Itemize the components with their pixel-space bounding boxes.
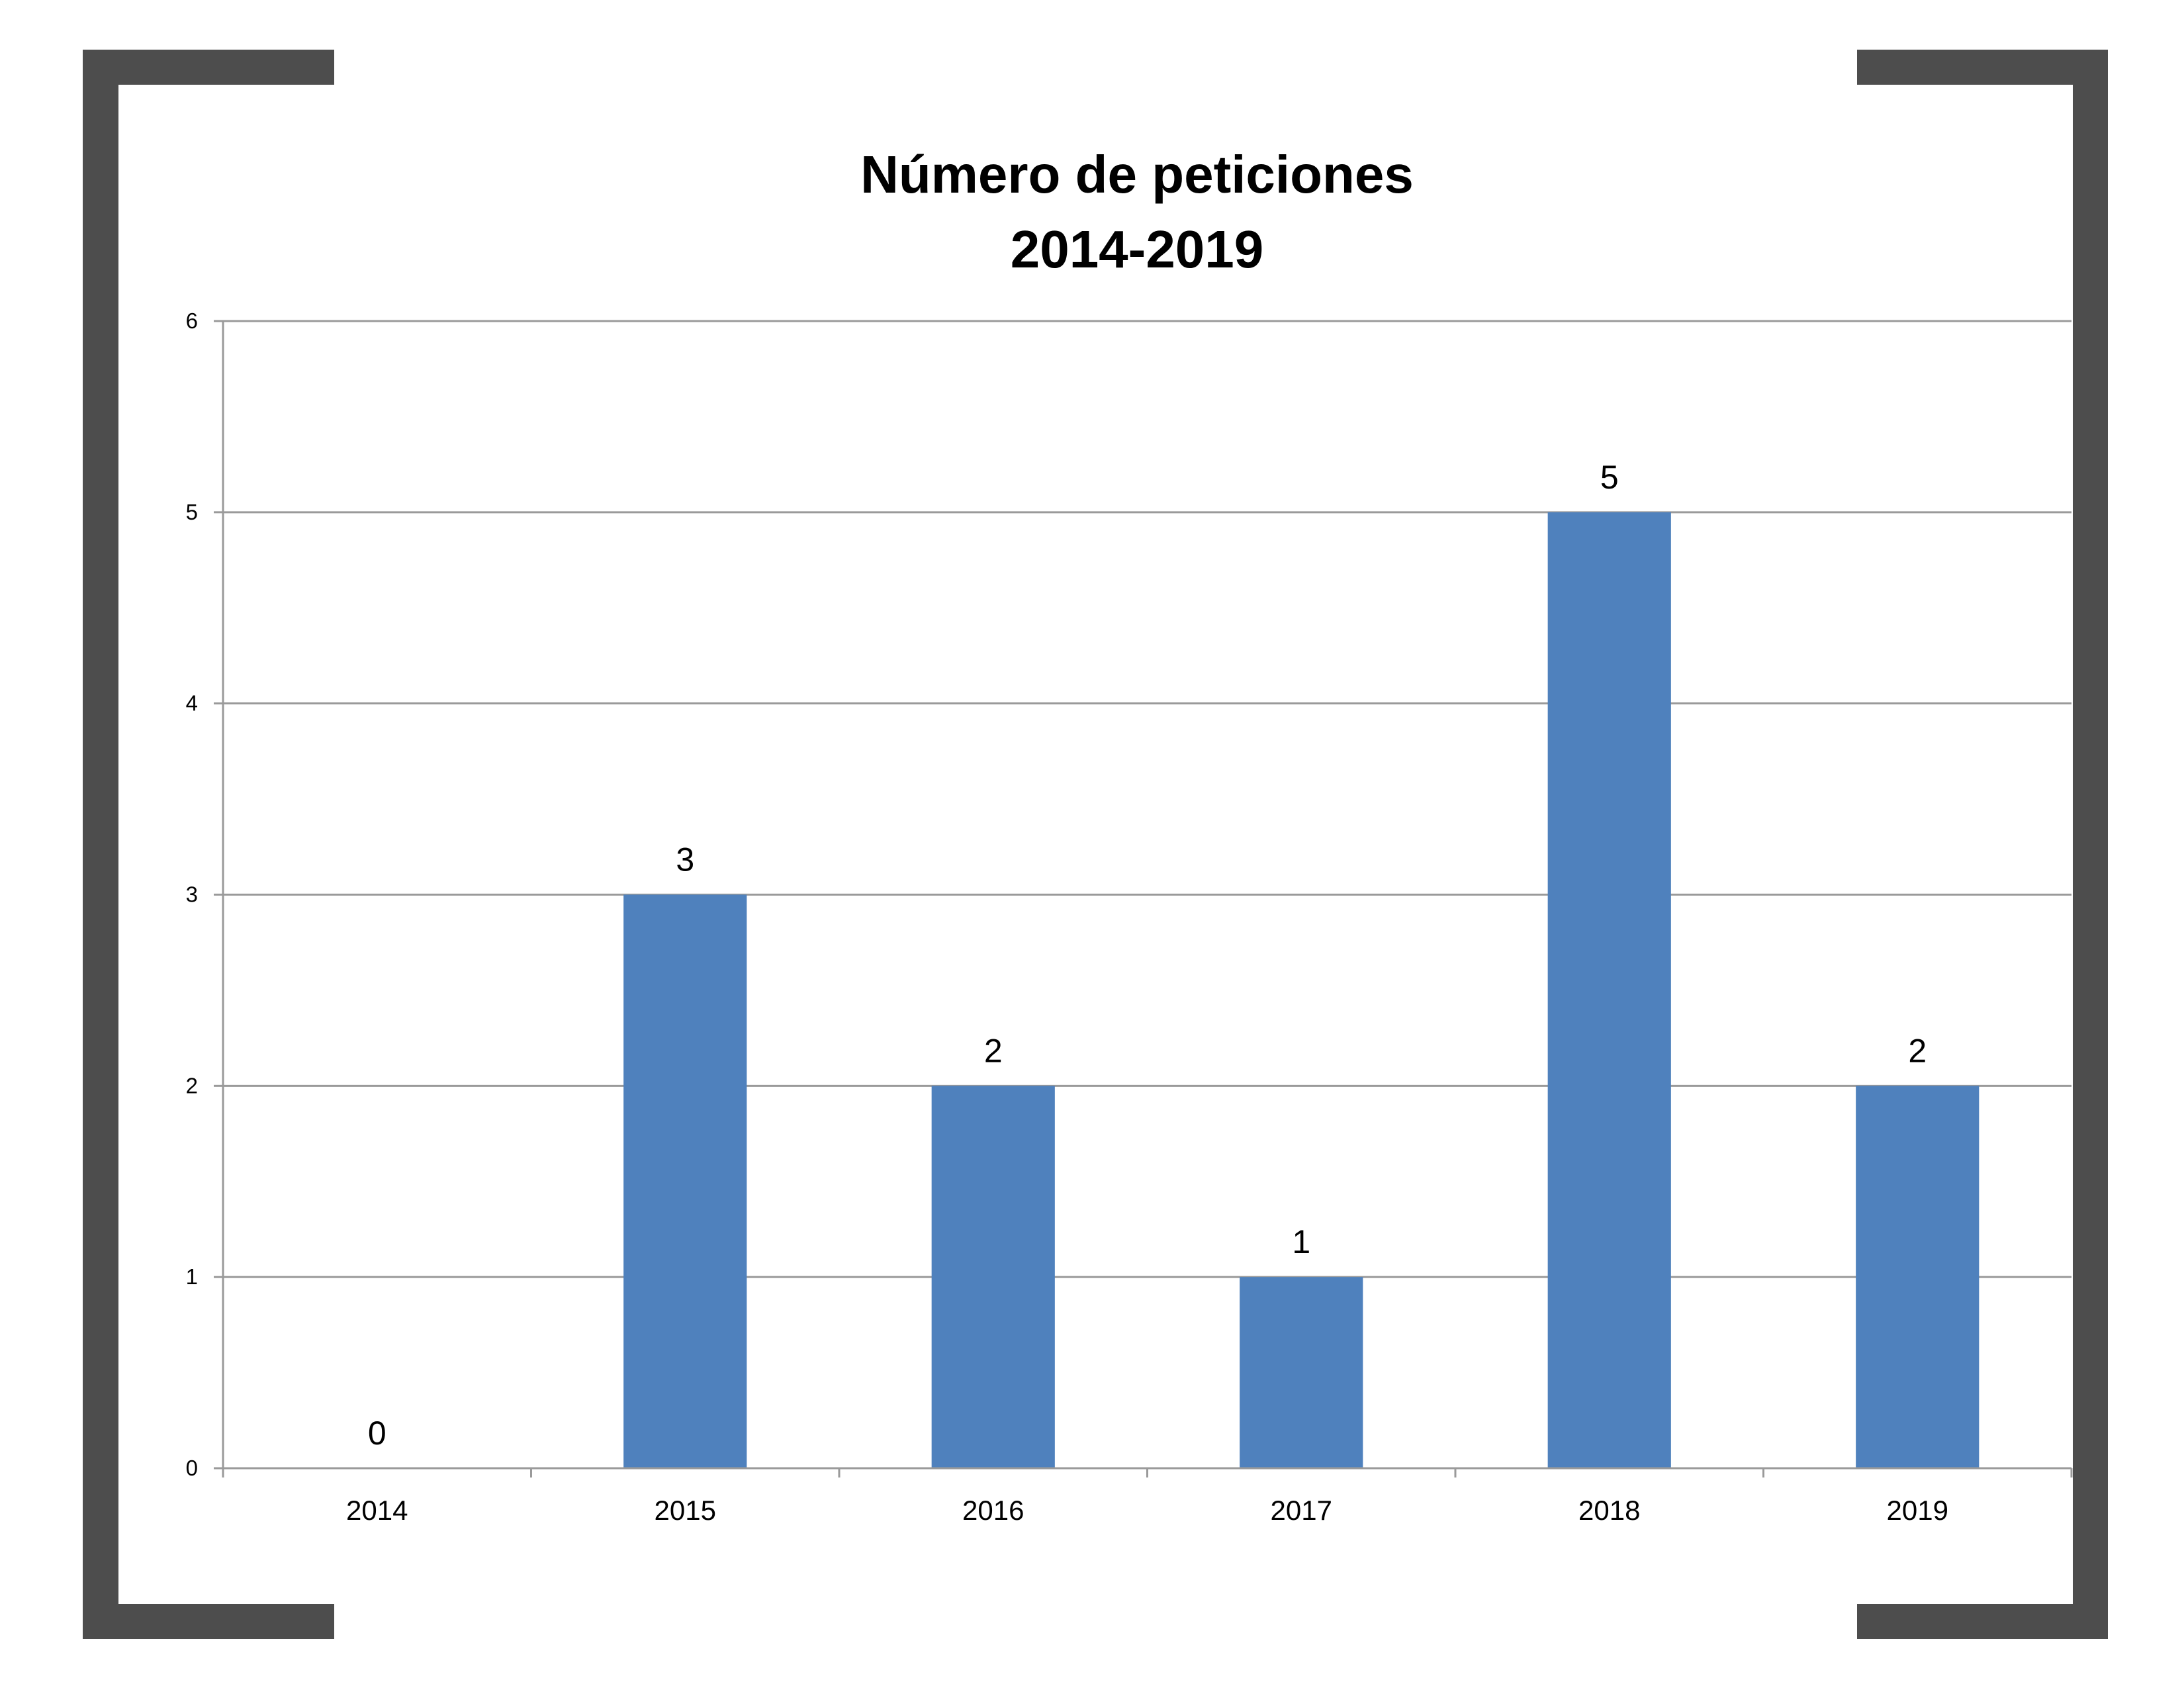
data-label-2018: 5 xyxy=(1600,459,1619,496)
data-label-2017: 1 xyxy=(1292,1223,1310,1260)
y-tick-label: 0 xyxy=(186,1456,198,1480)
x-tick-label-2014: 2014 xyxy=(346,1495,408,1526)
frame-top-right-arm xyxy=(1857,50,2108,85)
bars xyxy=(623,512,1979,1469)
axes xyxy=(214,320,2073,1477)
frame-left-bar xyxy=(83,50,118,1638)
bar-2019 xyxy=(1856,1086,1979,1468)
x-tick-label-2015: 2015 xyxy=(655,1495,716,1526)
labels: 0 1 2 3 4 5 6 0 2014 3 2015 2 2016 1 2017 5 2018 2 2019 xyxy=(186,308,1948,1526)
chart-title: Número de peticiones xyxy=(860,145,1414,204)
y-tick-label: 5 xyxy=(186,500,198,524)
x-tick-label-2018: 2018 xyxy=(1578,1495,1640,1526)
bar-2018 xyxy=(1547,512,1671,1469)
data-label-2016: 2 xyxy=(984,1032,1003,1069)
gridlines xyxy=(223,320,2071,1278)
frame-top-left-arm xyxy=(83,50,334,85)
x-tick-label-2019: 2019 xyxy=(1887,1495,1948,1526)
frame-bottom-right-arm xyxy=(1857,1604,2108,1639)
y-tick-label: 4 xyxy=(186,691,198,716)
data-label-2014: 0 xyxy=(368,1415,387,1452)
data-label-2015: 3 xyxy=(676,841,694,878)
x-tick-label-2016: 2016 xyxy=(962,1495,1024,1526)
frame-right-bar xyxy=(2073,66,2108,1638)
frame-brackets xyxy=(83,50,2108,1639)
bar-2017 xyxy=(1240,1277,1363,1468)
y-tick-label: 2 xyxy=(186,1073,198,1098)
y-tick-label: 1 xyxy=(186,1264,198,1289)
y-tick-label: 6 xyxy=(186,308,198,333)
frame-bottom-left-arm xyxy=(83,1604,334,1639)
x-tick-label-2017: 2017 xyxy=(1271,1495,1332,1526)
y-tick-label: 3 xyxy=(186,882,198,907)
data-label-2019: 2 xyxy=(1908,1032,1927,1069)
chart-subtitle: 2014-2019 xyxy=(1011,220,1264,279)
bar-2015 xyxy=(623,894,747,1468)
bar-2016 xyxy=(931,1086,1055,1468)
